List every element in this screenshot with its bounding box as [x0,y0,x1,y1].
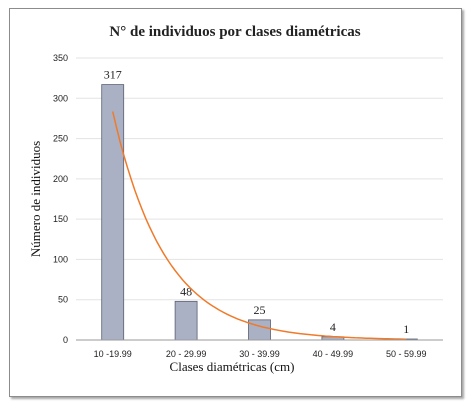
y-tick-label: 250 [53,134,68,144]
trend-line [111,111,407,340]
bars [101,84,418,341]
data-label: 48 [180,284,192,298]
bar [174,300,198,341]
x-tick-label: 40 - 49.99 [313,349,354,359]
y-tick-label: 0 [63,335,68,345]
x-tick-label: 30 - 39.99 [239,349,280,359]
data-label: 1 [403,322,409,336]
bar [101,84,125,341]
data-label: 4 [330,320,336,334]
data-labels: 317 48 25 4 1 [104,68,410,336]
chart-title: N° de individuos por clases diamétricas [109,24,360,40]
x-tick-label: 20 - 29.99 [166,349,207,359]
y-tick-label: 300 [53,93,68,103]
y-tick-labels: 0 50 100 150 200 250 300 350 [53,53,68,345]
x-tick-label: 50 - 59.99 [386,349,427,359]
grid-lines [76,57,443,301]
bar [248,319,271,341]
x-tick-label: 10 -19.99 [94,349,132,359]
y-axis-label: Número de individuos [28,141,43,257]
y-tick-label: 50 [58,295,68,305]
data-label: 317 [104,68,122,82]
x-tick-labels: 10 -19.99 20 - 29.99 30 - 39.99 40 - 49.99 5… [94,349,427,359]
data-label: 25 [254,303,266,317]
x-axis-label: Clases diamétricas (cm) [170,359,295,374]
y-tick-label: 200 [53,174,68,184]
y-tick-label: 150 [53,214,68,224]
chart-frame [9,8,462,397]
y-tick-label: 100 [53,254,68,264]
y-tick-label: 350 [53,53,68,63]
